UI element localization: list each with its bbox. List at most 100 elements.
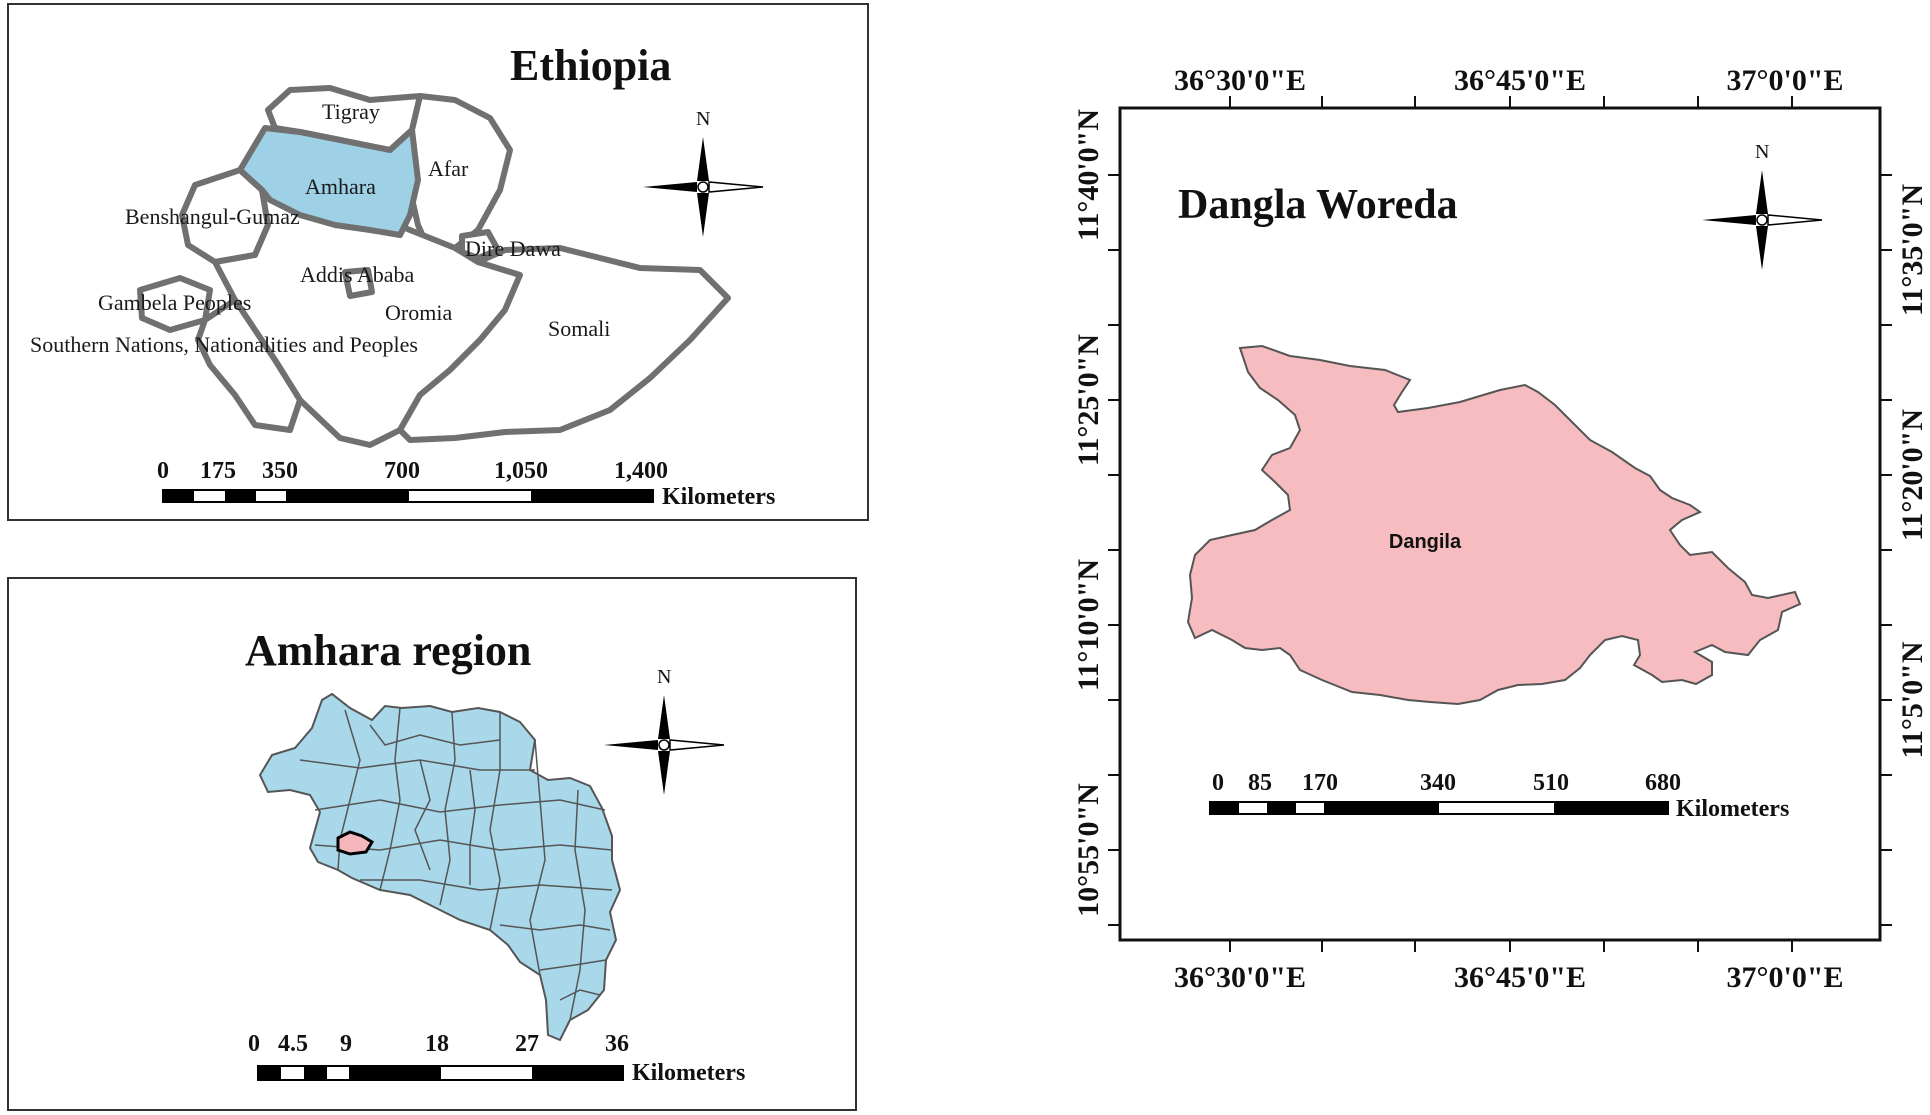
scale-bar-seg [304, 1066, 327, 1080]
district-boundary [414, 759, 431, 871]
scale-tick-4: 510 [1533, 770, 1569, 796]
region-amhara [237, 125, 421, 238]
ethiopia-region-labels: Tigray Afar Amhara Benshangul-Gumaz Dire… [30, 99, 610, 357]
dangla-right-lat: 11°35'0"N 11°20'0"N 11°5'0"N [1896, 184, 1929, 759]
label-somali: Somali [548, 316, 610, 341]
ethiopia-panel: Ethiopia Tigray Afar Amha [7, 3, 869, 521]
scale-bar-seg [286, 490, 409, 502]
label-dire-dawa: Dire Dawa [465, 236, 561, 261]
dangla-north-arrow: N [1702, 141, 1823, 270]
label-afar: Afar [428, 156, 469, 181]
top-lon-3: 37°0'0"E [1727, 64, 1844, 97]
bottom-lon-3: 37°0'0"E [1727, 961, 1844, 994]
amhara-north-label: N [657, 666, 671, 688]
district-boundary [559, 989, 601, 1001]
scale-tick-5: 1,400 [614, 458, 668, 484]
dangla-ticks [1108, 96, 1892, 952]
scale-tick-2: 9 [340, 1031, 352, 1057]
north-arrow-tip [1756, 170, 1768, 214]
district-boundary [489, 712, 501, 931]
scale-tick-3: 700 [384, 458, 420, 484]
left-lat-4: 10°55'0"N [1072, 783, 1105, 917]
ethiopia-north-arrow: N [643, 108, 764, 237]
label-snnp: Southern Nations, Nationalities and Peop… [30, 332, 418, 357]
district-boundary [379, 707, 401, 891]
scale-bar-seg [1324, 802, 1439, 814]
label-gambela: Gambela Peoples [98, 290, 251, 315]
scale-bar-seg [532, 1066, 623, 1080]
scale-bar-seg [258, 1066, 281, 1080]
scale-bar-seg [1210, 802, 1239, 814]
district-boundary [314, 799, 606, 813]
region-somali [397, 245, 731, 443]
amhara-scale-unit: Kilometers [632, 1060, 745, 1086]
ethiopia-scale-bar: 0 175 350 700 1,050 1,400 Kilometers [157, 458, 775, 510]
north-arrow-east [669, 739, 725, 751]
ethiopia-map [137, 85, 731, 448]
north-arrow-west [604, 740, 658, 750]
north-arrow-west [643, 182, 697, 192]
scale-tick-0: 0 [248, 1031, 260, 1057]
district-boundary [469, 769, 476, 885]
district-boundary [569, 789, 586, 1021]
left-lat-2: 11°25'0"N [1072, 334, 1105, 466]
scale-tick-3: 340 [1420, 770, 1456, 796]
dangla-bottom-lon: 36°30'0"E 36°45'0"E 37°0'0"E [1174, 961, 1844, 994]
left-lat-1: 11°40'0"N [1072, 109, 1105, 241]
scale-tick-2: 170 [1302, 770, 1338, 796]
district-boundary [360, 879, 613, 891]
scale-tick-5: 36 [605, 1031, 629, 1057]
north-arrow-center [697, 181, 709, 193]
scale-bar-seg [1554, 802, 1668, 814]
dangla-district-label: Dangila [1389, 531, 1462, 553]
north-arrow-center [658, 739, 670, 751]
ethiopia-scale-unit: Kilometers [662, 484, 775, 510]
region-dire-dawa [459, 229, 501, 261]
dangla-left-lat: 11°40'0"N 11°25'0"N 11°10'0"N 10°55'0"N [1072, 109, 1105, 917]
dangla-title: Dangla Woreda [1178, 182, 1458, 228]
right-lat-3: 11°5'0"N [1896, 641, 1929, 758]
dangla-district-shape [1186, 344, 1802, 706]
district-boundary [539, 959, 607, 971]
label-tigray: Tigray [322, 99, 380, 124]
top-lon-2: 36°45'0"E [1454, 64, 1586, 97]
north-arrow-south [658, 751, 670, 795]
ethiopia-north-label: N [696, 108, 710, 130]
right-lat-2: 11°20'0"N [1896, 409, 1929, 541]
amhara-north-arrow: N [604, 666, 725, 795]
scale-tick-0: 0 [157, 458, 169, 484]
dangla-highlight [336, 830, 375, 856]
dangla-top-lon: 36°30'0"E 36°45'0"E 37°0'0"E [1174, 64, 1844, 97]
bottom-lon-1: 36°30'0"E [1174, 961, 1306, 994]
north-arrow-west [1702, 215, 1756, 225]
district-boundary [499, 924, 611, 931]
scale-tick-4: 27 [515, 1031, 539, 1057]
region-snnp [195, 297, 303, 433]
scale-tick-0: 0 [1212, 770, 1224, 796]
scale-tick-1: 4.5 [278, 1031, 308, 1057]
amhara-map [258, 692, 622, 1042]
scale-bar-seg [163, 490, 194, 502]
scale-tick-1: 85 [1248, 770, 1272, 796]
scale-tick-4: 1,050 [494, 458, 548, 484]
dangla-north-label: N [1755, 141, 1769, 163]
label-benshangul: Benshangul-Gumaz [125, 204, 300, 229]
dangla-panel: 36°30'0"E 36°45'0"E 37°0'0"E 36°30'0"E 3… [1072, 64, 1929, 994]
scale-tick-5: 680 [1645, 770, 1681, 796]
north-arrow-tip [658, 695, 670, 739]
scale-tick-3: 18 [425, 1031, 449, 1057]
label-amhara: Amhara [305, 174, 376, 199]
scale-tick-1: 175 [200, 458, 236, 484]
north-arrow-center [1756, 214, 1768, 226]
north-arrow-south [1756, 226, 1768, 270]
label-addis-ababa: Addis Ababa [300, 262, 415, 287]
north-arrow-east [708, 181, 764, 193]
north-arrow-east [1767, 214, 1823, 226]
scale-bar-seg [349, 1066, 441, 1080]
bottom-lon-2: 36°45'0"E [1454, 961, 1586, 994]
left-lat-3: 11°10'0"N [1072, 559, 1105, 691]
scale-bar-seg [1267, 802, 1296, 814]
district-boundary [369, 724, 501, 746]
amhara-scale-bar: 0 4.5 9 18 27 36 Kilometers [248, 1031, 745, 1086]
